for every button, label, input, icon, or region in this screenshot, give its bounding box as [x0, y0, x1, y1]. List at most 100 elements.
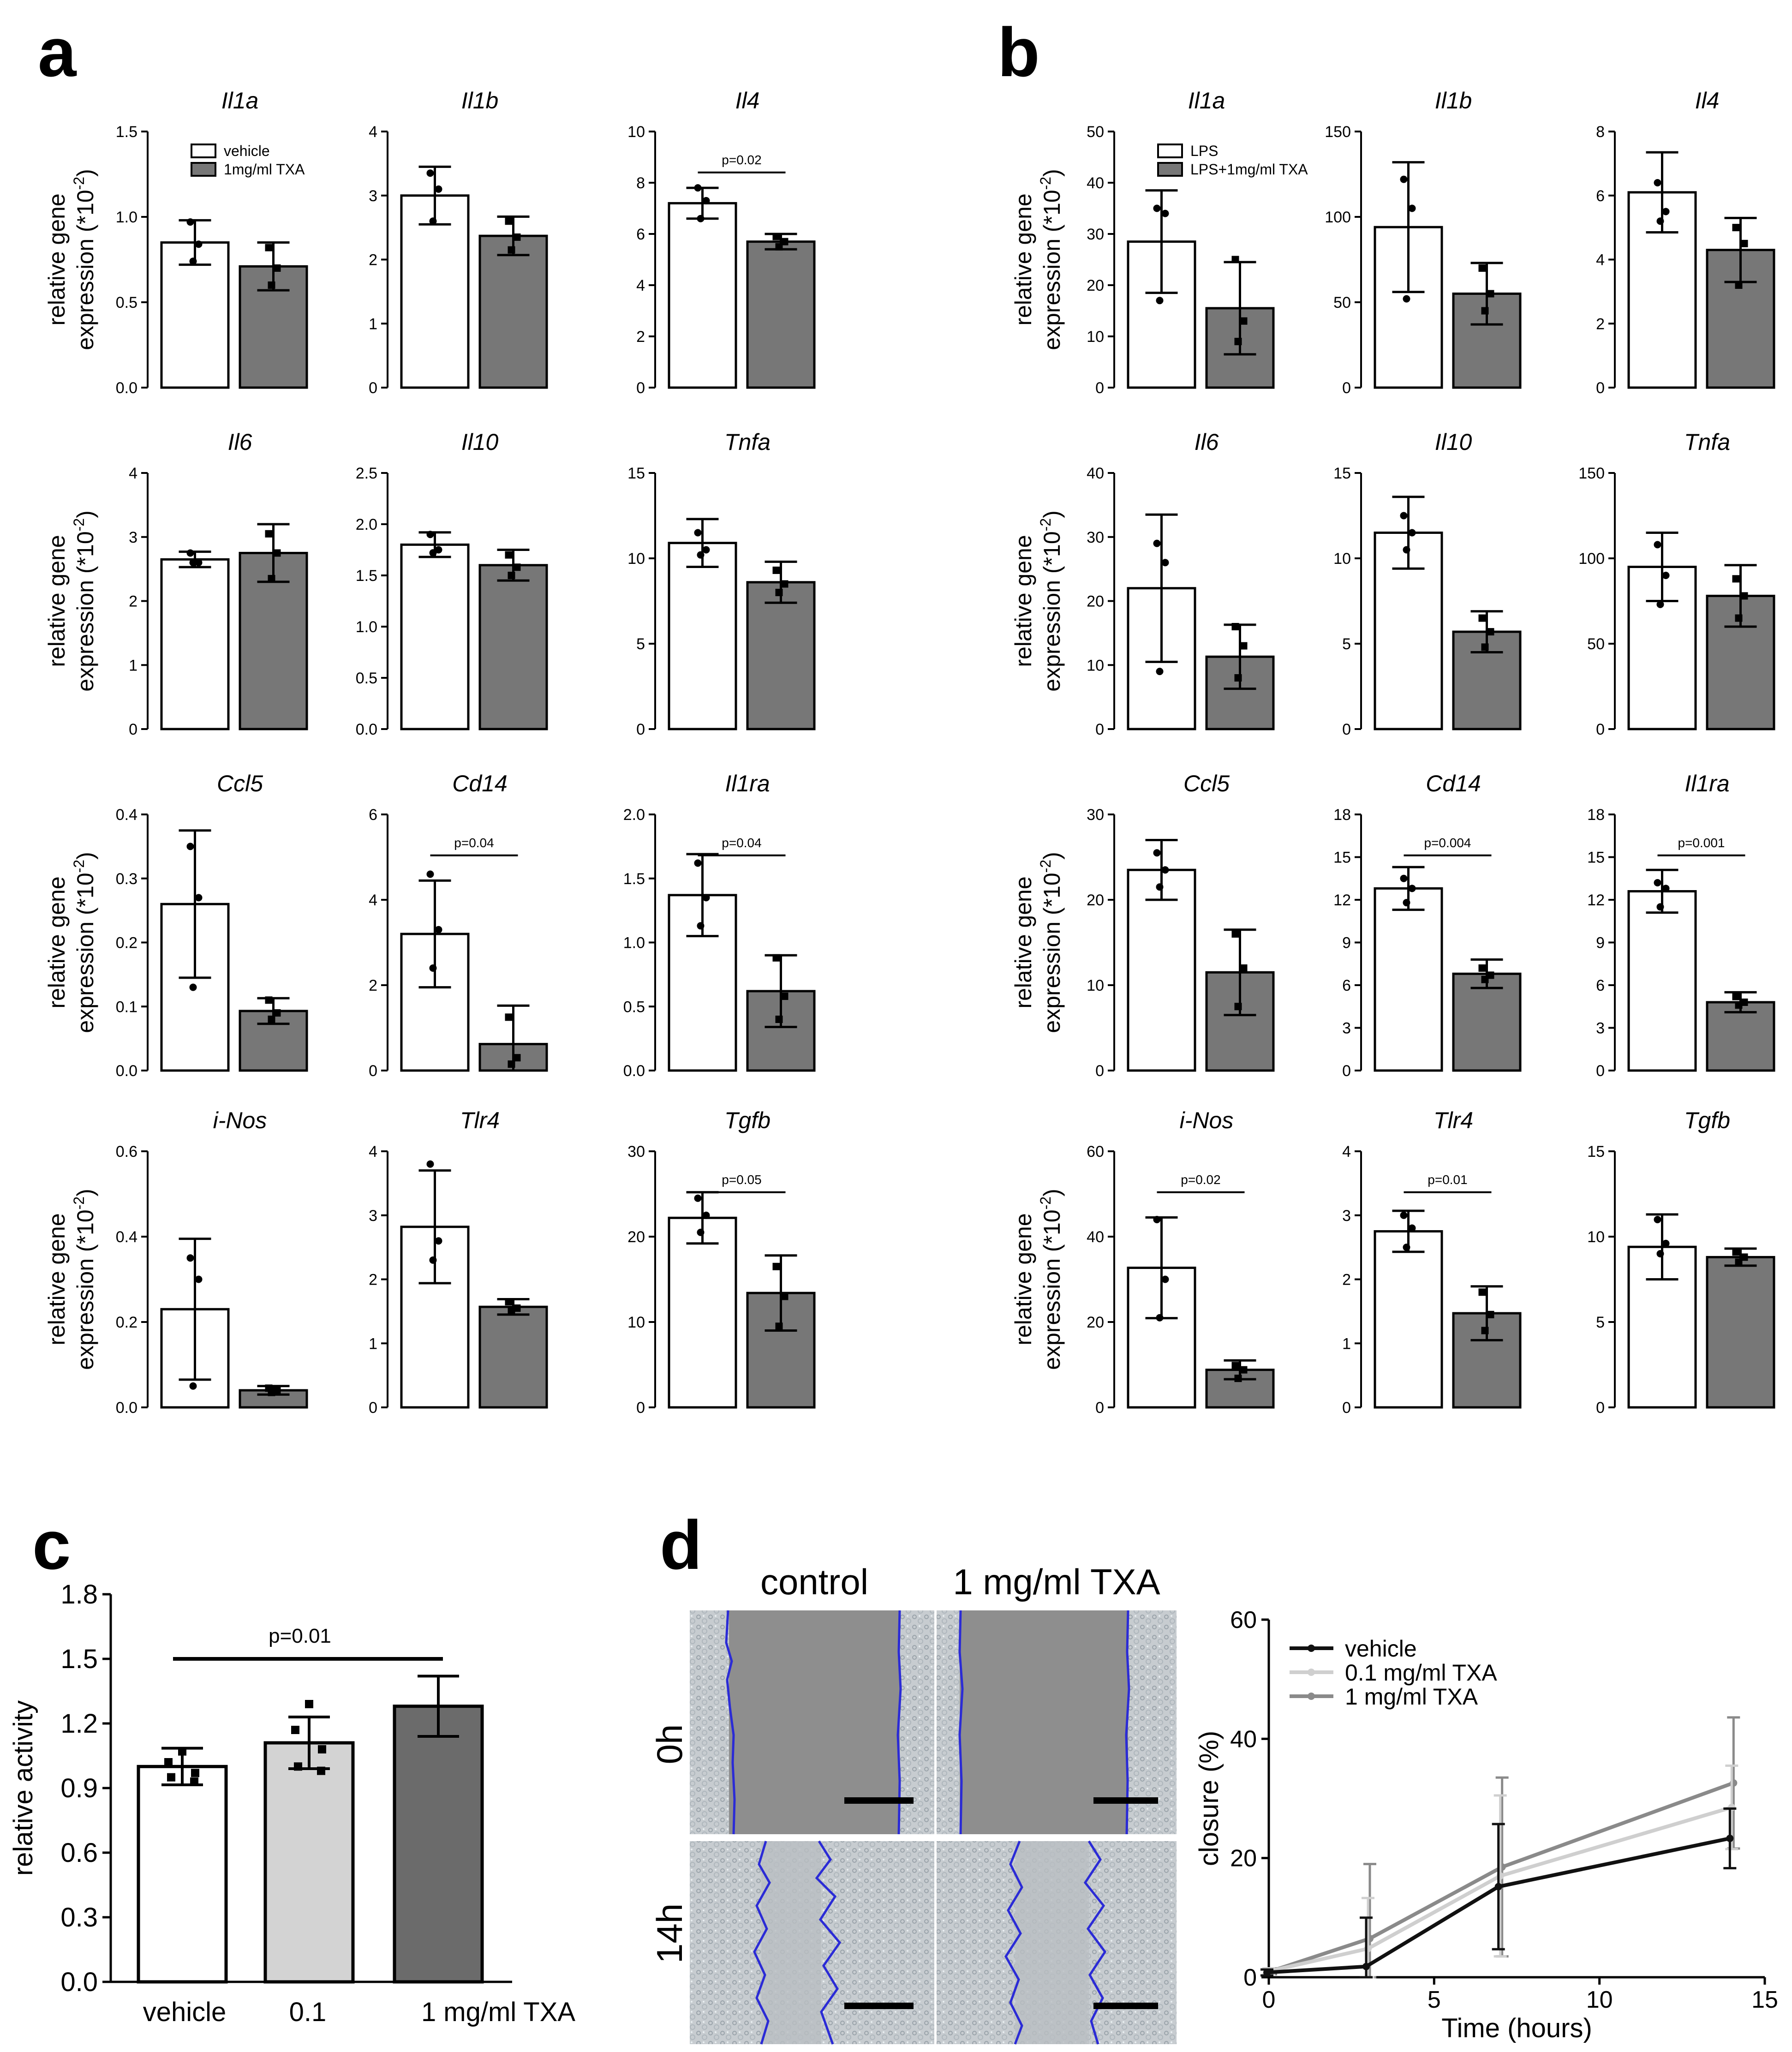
y-tick-label: 30 [1087, 529, 1104, 546]
y-tick-label: 8 [1596, 123, 1605, 141]
data-point [265, 530, 273, 538]
panel-label-d: d [660, 1506, 702, 1584]
y-label-line1: relative gene [44, 193, 70, 325]
data-point [1654, 541, 1661, 549]
data-point [186, 549, 194, 557]
p-value: p=0.01 [1428, 1173, 1467, 1187]
data-point [702, 197, 710, 204]
y-axis-label: relative activity [8, 1700, 38, 1876]
y-tick-label: 10 [1087, 977, 1104, 994]
chart-title: i-Nos [1180, 1107, 1234, 1133]
data-point [697, 551, 705, 559]
y-tick-label: 4 [369, 891, 377, 909]
data-point [1487, 1310, 1494, 1318]
data-point [1240, 964, 1248, 972]
chart-title: Tlr4 [460, 1107, 500, 1133]
y-axis-label: relative gene expression (*10-2) [44, 510, 98, 692]
y-label-close: ) [72, 852, 98, 860]
y-label-exponent: -2 [71, 860, 87, 873]
y-tick-label: 60 [1087, 1143, 1104, 1161]
y-tick-label: 6 [1596, 977, 1605, 994]
legend-label: 1 mg/ml TXA [1345, 1684, 1478, 1710]
y-tick-label: 10 [627, 123, 645, 141]
y-tick-label: 0 [1342, 1062, 1351, 1080]
y-tick-label: 0 [1095, 1062, 1104, 1080]
y-tick-label: 3 [369, 187, 377, 205]
data-point [1732, 224, 1740, 232]
data-point [195, 894, 203, 902]
y-tick-label: 0.9 [60, 1773, 98, 1803]
data-point [1161, 209, 1169, 217]
data-point [1403, 295, 1410, 303]
data-point [508, 1060, 515, 1068]
y-tick-label: 0 [1596, 379, 1605, 397]
y-tick-label: 0 [636, 379, 645, 397]
y-tick-label: 4 [1596, 251, 1605, 269]
data-point [435, 926, 442, 933]
y-label-line1: relative gene [1010, 535, 1036, 667]
x-tick-label: 1 mg/ml TXA [421, 1997, 575, 2027]
data-point [1153, 849, 1161, 857]
data-point [1478, 964, 1486, 972]
data-point [189, 1382, 197, 1390]
y-tick-label: 0.0 [60, 1967, 98, 1997]
data-point [167, 1773, 175, 1782]
data-point [1400, 512, 1408, 520]
panel-label-c: c [32, 1506, 71, 1584]
y-label-line2: expression (*10 [72, 873, 98, 1033]
y-tick-label: 5 [1596, 1314, 1605, 1331]
data-point [195, 1275, 203, 1283]
data-point [429, 964, 437, 972]
data-point [189, 559, 197, 567]
chart-title: Ccl5 [1183, 771, 1230, 796]
data-point [1656, 600, 1664, 608]
y-tick-label: 100 [1578, 550, 1605, 568]
data-point [1408, 1224, 1416, 1232]
y-tick-label: 1.0 [356, 618, 377, 636]
data-point [1735, 1001, 1743, 1009]
data-point [772, 566, 780, 574]
data-point [1656, 1250, 1664, 1257]
p-value: p=0.02 [722, 153, 761, 167]
micro-col-control: control [760, 1561, 868, 1602]
y-tick-label: 2 [369, 977, 377, 994]
data-point [513, 1054, 521, 1062]
y-tick-label: 20 [1087, 277, 1104, 294]
y-tick-label: 0.0 [356, 721, 377, 738]
data-point [186, 1254, 194, 1262]
bar-control [400, 194, 470, 389]
data-point [178, 1747, 186, 1756]
y-label-exponent: -2 [1037, 518, 1054, 531]
y-tick-label: 1.2 [60, 1709, 98, 1739]
data-point [273, 264, 281, 272]
y-tick-label: 8 [636, 174, 645, 192]
y-label-line1: relative gene [1010, 876, 1036, 1008]
data-point [1156, 883, 1164, 891]
y-tick-label: 2 [369, 251, 377, 269]
data-point [1726, 1835, 1734, 1843]
data-point [1487, 628, 1494, 636]
y-tick-label: 0 [1095, 721, 1104, 738]
data-point [268, 1016, 275, 1023]
series-line [1268, 1806, 1732, 1973]
y-tick-label: 9 [1596, 934, 1605, 952]
chart-title: Tlr4 [1434, 1107, 1473, 1133]
chart-title: Il4 [1695, 88, 1720, 114]
data-point [1156, 297, 1164, 305]
y-tick-label: 15 [627, 465, 645, 482]
data-point [189, 257, 197, 265]
data-point [1153, 539, 1161, 547]
y-tick-label: 1.5 [623, 870, 645, 888]
y-tick-label: 1 [1342, 1335, 1351, 1352]
bar-control [400, 543, 470, 730]
data-point [1403, 546, 1410, 554]
data-point [1240, 642, 1248, 650]
legend-marker [1308, 1645, 1315, 1652]
y-tick-label: 0 [1596, 1399, 1605, 1417]
y-tick-label: 30 [627, 1143, 645, 1161]
y-axis-label: relative gene expression (*10-2) [1010, 1189, 1065, 1370]
y-tick-label: 15 [1333, 849, 1351, 867]
y-label-line2: expression (*10 [1039, 531, 1065, 691]
y-tick-label: 18 [1333, 806, 1351, 824]
